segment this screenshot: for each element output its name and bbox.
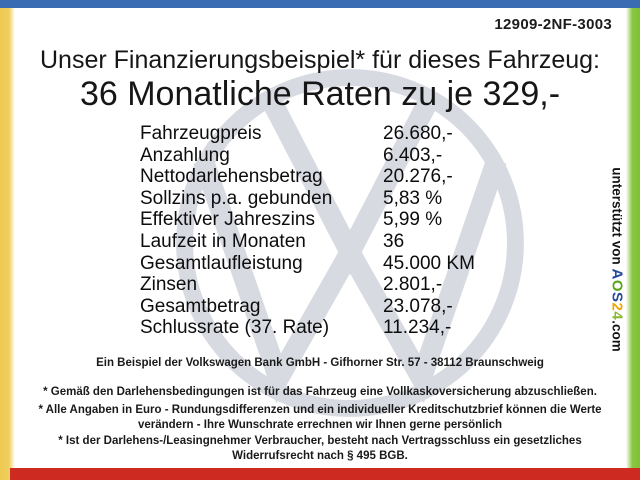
table-row: Gesamtbetrag 23.078,- [140, 296, 475, 318]
footnote-widerruf: * Ist der Darlehens-/Leasingnehmer Verbr… [20, 434, 620, 464]
table-row: Anzahlung 6.403,- [140, 145, 475, 167]
row-label: Gesamtbetrag [140, 295, 261, 317]
row-value: 20.276,- [383, 166, 453, 188]
row-value: 36 [383, 230, 405, 252]
top-border-bar [0, 0, 640, 8]
row-value: 5,99 % [383, 209, 443, 231]
footnote-insurance: * Gemäß den Darlehensbedingungen ist für… [43, 386, 597, 398]
row-label: Effektiver Jahreszins [140, 209, 315, 231]
table-row: Laufzeit in Monaten 36 [140, 231, 475, 253]
brand-letter: O [608, 279, 626, 293]
right-border-bar [626, 8, 640, 468]
brand-letter: 2 [608, 302, 626, 312]
credit-suffix: .com [609, 320, 625, 352]
footnote-line: Widerrufsrecht nach § 495 BGB. [232, 450, 408, 462]
footnote-euro-values: * Alle Angaben in Euro - Rundungsdiffere… [20, 403, 620, 433]
aos24-logo: AOS24 [609, 269, 626, 321]
footnote-line: verändern - Ihre Wunschrate errechnen wi… [137, 419, 503, 431]
row-label: Anzahlung [140, 144, 230, 166]
bank-address-line: Ein Beispiel der Volkswagen Bank GmbH - … [96, 357, 544, 369]
offer-id-code: 12909-2NF-3003 [494, 16, 612, 33]
row-value: 5,83 % [383, 187, 443, 209]
table-row: Zinsen 2.801,- [140, 274, 475, 296]
finance-table: Fahrzeugpreis 26.680,- Anzahlung 6.403,-… [140, 123, 475, 339]
row-value: 23.078,- [383, 295, 453, 317]
table-row: Schlussrate (37. Rate) 11.234,- [140, 317, 475, 339]
row-label: Gesamtlaufleistung [140, 252, 303, 274]
row-value: 11.234,- [383, 317, 452, 339]
supported-by-credit: unterstützt von AOS24.com [609, 165, 626, 355]
row-label: Sollzins p.a. gebunden [140, 187, 333, 209]
vw-logo-watermark [176, 69, 524, 417]
left-border-bar [0, 8, 15, 480]
row-label: Schlussrate (37. Rate) [140, 317, 330, 339]
table-row: Sollzins p.a. gebunden 5,83 % [140, 188, 475, 210]
brand-letter: S [608, 292, 626, 303]
footnote-line: * Alle Angaben in Euro - Rundungsdiffere… [38, 404, 602, 416]
row-label: Fahrzeugpreis [140, 123, 262, 144]
row-value: 6.403,- [383, 144, 443, 166]
table-row: Fahrzeugpreis 26.680,- [140, 123, 475, 145]
table-row: Effektiver Jahreszins 5,99 % [140, 209, 475, 231]
bottom-border-bar [10, 468, 640, 480]
footnote-line: * Ist der Darlehens-/Leasingnehmer Verbr… [58, 435, 582, 447]
brand-letter: A [608, 268, 626, 280]
row-value: 2.801,- [383, 274, 443, 296]
credit-prefix: unterstützt von [609, 167, 625, 269]
row-label: Zinsen [140, 274, 198, 296]
brand-letter: 4 [608, 311, 626, 321]
page-title: Unser Finanzierungsbeispiel* für dieses … [39, 46, 600, 74]
row-label: Laufzeit in Monaten [140, 230, 306, 252]
row-value: 26.680,- [383, 123, 453, 144]
row-label: Nettodarlehensbetrag [140, 166, 323, 188]
table-row: Nettodarlehensbetrag 20.276,- [140, 166, 475, 188]
table-row: Gesamtlaufleistung 45.000 KM [140, 253, 475, 275]
monthly-rate-headline: 36 Monatliche Raten zu je 329,- [79, 75, 561, 113]
row-value: 45.000 KM [383, 252, 475, 274]
